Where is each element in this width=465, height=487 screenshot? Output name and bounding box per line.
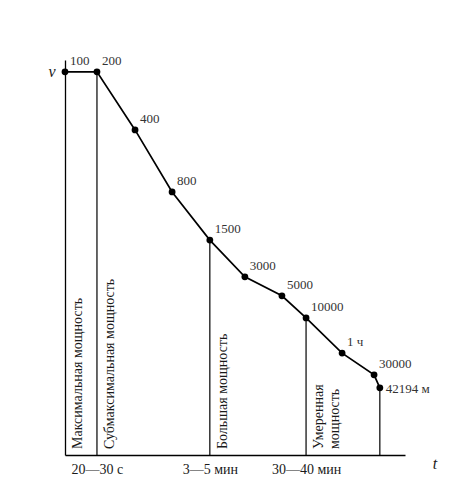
point-label: 800 <box>177 173 197 188</box>
x-tick: 20—30 с <box>72 455 124 477</box>
y-axis-title: v <box>48 63 56 80</box>
point <box>371 371 378 378</box>
point-label: 42194 м <box>386 381 430 396</box>
zone-boundary <box>96 72 97 455</box>
chart: 20—30 с 3—5 мин 30—40 мин v t 100 200 400 800 150… <box>0 0 465 487</box>
x-tick-label: 30—40 мин <box>272 462 342 477</box>
zone-label-line: Максимальная мощность <box>70 298 85 449</box>
point <box>169 189 176 196</box>
x-axis-title: t <box>433 455 438 472</box>
point <box>206 237 213 244</box>
point-label: 400 <box>140 111 160 126</box>
x-tick-label: 20—30 с <box>72 462 124 477</box>
point <box>132 127 139 134</box>
zone-boundary <box>379 388 380 455</box>
zone-boundary <box>209 240 210 455</box>
y-axis <box>65 61 66 456</box>
point <box>303 315 310 322</box>
zone-label: Субмаксимальная мощность <box>102 279 117 449</box>
point-label: 1500 <box>215 221 241 236</box>
zone-label-line: Субмаксимальная мощность <box>102 279 117 449</box>
zone-label: Большая мощность <box>215 334 230 449</box>
point-label: 1 ч <box>347 334 364 349</box>
zone-label-line: Большая мощность <box>215 334 230 449</box>
point-label: 5000 <box>287 277 313 292</box>
point-label: 100 <box>70 53 90 68</box>
point <box>241 273 248 280</box>
point <box>279 292 286 299</box>
zone-label: Умереннаямощность <box>311 384 342 449</box>
point <box>94 68 101 75</box>
zone-labels: Максимальная мощность Субмаксимальная мощ… <box>70 279 342 449</box>
x-tick-label: 3—5 мин <box>183 462 239 477</box>
point <box>339 350 346 357</box>
zone-label-line: Умеренная <box>311 384 326 449</box>
zone-label-line: мощность <box>327 389 342 449</box>
point-label: 200 <box>102 53 122 68</box>
x-axis: 20—30 с 3—5 мин 30—40 мин <box>66 455 406 477</box>
zone-label: Максимальная мощность <box>70 298 85 449</box>
x-tick: 30—40 мин <box>272 455 342 477</box>
point <box>376 384 383 391</box>
point-label: 30000 <box>379 356 412 371</box>
x-tick: 3—5 мин <box>183 455 239 477</box>
zone-boundary <box>305 318 306 455</box>
point-label: 10000 <box>311 299 344 314</box>
point-label: 3000 <box>250 258 276 273</box>
point-labels: 100 200 400 800 1500 3000 5000 10000 1 ч 30000 421… <box>70 53 430 396</box>
y-axis-line <box>65 61 66 456</box>
plot-area <box>62 68 384 455</box>
x-axis-line <box>66 455 406 456</box>
